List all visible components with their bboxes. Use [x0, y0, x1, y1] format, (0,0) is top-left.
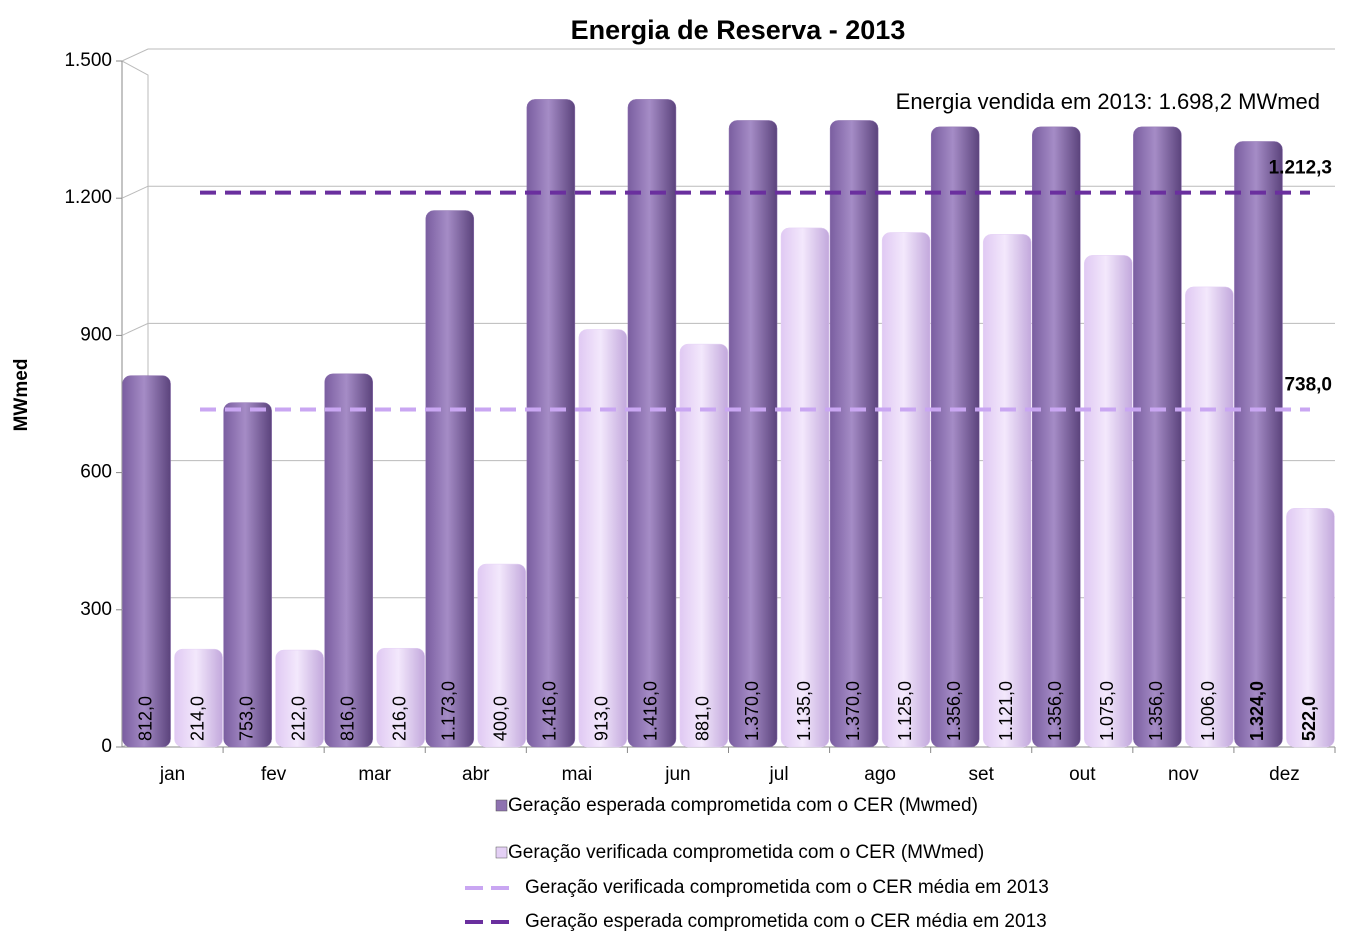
data-label: 1.075,0 [1097, 681, 1117, 741]
bar [174, 648, 223, 748]
bar [1084, 255, 1133, 748]
bar [223, 402, 272, 748]
data-label: 1.173,0 [439, 681, 459, 741]
bar [982, 234, 1032, 748]
bar [1032, 126, 1081, 748]
data-label: 1.356,0 [1146, 681, 1166, 741]
bar [829, 120, 879, 748]
x-tick-label: mai [562, 764, 593, 785]
x-tick-label: mar [358, 764, 391, 785]
bar [881, 232, 931, 748]
data-label: 1.416,0 [540, 681, 560, 741]
bar [930, 126, 980, 748]
bar [780, 227, 830, 748]
bar [578, 329, 628, 748]
legend-label: Geração verificada comprometida com o CE… [508, 842, 984, 863]
data-label: 816,0 [337, 696, 357, 741]
x-tick-label: out [1069, 764, 1096, 785]
bar [324, 373, 373, 748]
legend-label: Geração esperada comprometida com o CER … [508, 795, 978, 816]
chart-title: Energia de Reserva - 2013 [571, 15, 906, 45]
x-tick-label: set [969, 764, 995, 785]
bar [1185, 286, 1234, 748]
data-label: 216,0 [389, 696, 409, 741]
data-label: 400,0 [491, 696, 511, 741]
legend-label: Geração verificada comprometida com o CE… [525, 877, 1049, 898]
x-tick-label: fev [261, 764, 287, 785]
data-label: 1.135,0 [794, 681, 814, 741]
data-label: 1.324,0 [1247, 681, 1267, 741]
data-label: 1.125,0 [895, 681, 915, 741]
y-tick-label: 300 [80, 599, 112, 620]
x-tick-label: dez [1269, 764, 1300, 785]
x-tick-label: jun [664, 764, 690, 785]
y-tick-label: 1.500 [64, 50, 112, 71]
data-label: 1.416,0 [641, 681, 661, 741]
x-tick-label: jan [159, 764, 185, 785]
data-label: 753,0 [236, 696, 256, 741]
y-tick-label: 600 [80, 462, 112, 483]
y-tick-label: 900 [80, 324, 112, 345]
x-tick-label: jul [769, 764, 789, 785]
reference-label: 738,0 [1284, 375, 1332, 396]
data-label: 812,0 [135, 696, 155, 741]
bar [679, 343, 729, 748]
data-label: 881,0 [693, 696, 713, 741]
data-label: 913,0 [592, 696, 612, 741]
data-label: 522,0 [1299, 696, 1319, 741]
bar [1234, 141, 1283, 748]
x-tick-label: abr [462, 764, 490, 785]
grid-line [121, 48, 1335, 62]
data-label: 1.370,0 [742, 681, 762, 741]
bar [728, 120, 778, 748]
bar [376, 647, 425, 748]
x-tick-label: nov [1168, 764, 1199, 785]
bar [425, 210, 475, 748]
y-axis-title: MWmed [11, 359, 32, 432]
bar [1286, 508, 1335, 748]
data-label: 1.370,0 [843, 681, 863, 741]
legend-swatch [495, 799, 508, 812]
bar [1133, 126, 1182, 748]
legend-swatch [495, 846, 508, 859]
bar [477, 563, 527, 748]
annotation: Energia vendida em 2013: 1.698,2 MWmed [896, 89, 1320, 114]
data-label: 1.356,0 [944, 681, 964, 741]
y-tick-label: 0 [101, 736, 112, 757]
legend-label: Geração esperada comprometida com o CER … [525, 911, 1047, 932]
bar [526, 99, 576, 748]
bar [275, 649, 324, 748]
data-label: 214,0 [187, 696, 207, 741]
data-label: 1.121,0 [996, 681, 1016, 741]
y-tick-label: 1.200 [64, 187, 112, 208]
reference-label: 1.212,3 [1269, 158, 1332, 179]
bar [122, 375, 171, 748]
data-label: 1.006,0 [1198, 681, 1218, 741]
bar [627, 99, 677, 748]
data-label: 1.356,0 [1045, 681, 1065, 741]
x-tick-label: ago [864, 764, 896, 785]
data-label: 212,0 [288, 696, 308, 741]
